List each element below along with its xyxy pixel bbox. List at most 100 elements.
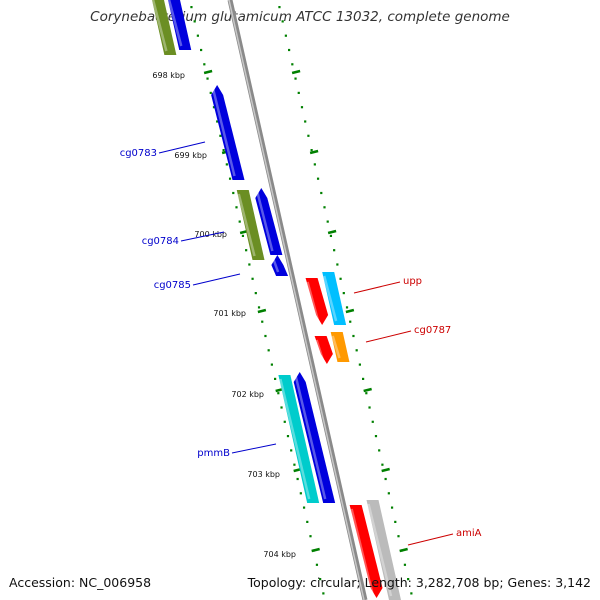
gene-label-upp: upp — [403, 276, 422, 287]
tick-dot — [228, 177, 232, 180]
gene-feature — [211, 85, 245, 180]
tick-dot — [394, 520, 397, 523]
feature-highlight — [306, 281, 320, 322]
tick-dot — [274, 377, 277, 380]
tick-dot — [410, 592, 413, 595]
tick-dot — [329, 234, 333, 237]
gene-feature — [305, 278, 329, 325]
gene-feature — [152, 0, 177, 55]
tick-dot — [212, 106, 216, 109]
kbp-label: 699 kbp — [174, 151, 207, 160]
gene-label-leader — [192, 273, 241, 286]
kbp-label: 704 kbp — [263, 550, 296, 559]
kbp-label: 703 kbp — [247, 470, 280, 479]
tick-dot — [362, 377, 365, 380]
tick-dot — [267, 349, 270, 352]
tick-dot — [209, 91, 212, 94]
tick-dot — [222, 149, 225, 152]
tick-dot — [294, 77, 297, 80]
major-tick — [327, 229, 337, 235]
feature-highlight — [331, 335, 341, 359]
tick-dot — [286, 435, 290, 438]
tick-dot — [302, 506, 306, 509]
gene-label-amia: amiA — [456, 528, 482, 539]
feature-highlight — [322, 275, 338, 322]
left-tick-track — [190, 6, 325, 595]
gene-label-cg0784: cg0784 — [142, 236, 179, 247]
tick-dot — [297, 91, 300, 94]
tick-dot — [278, 6, 281, 9]
gene-feature — [293, 372, 336, 503]
tick-dot — [257, 306, 261, 309]
major-tick — [363, 387, 372, 393]
gene-features — [151, 0, 401, 600]
tick-dot — [336, 263, 339, 266]
tick-dot — [270, 363, 273, 366]
gene-label-cg0785: cg0785 — [154, 280, 191, 291]
gene-feature — [366, 500, 401, 600]
tick-dot — [304, 120, 307, 123]
genome-summary: Topology: circular; Length: 3,282,708 bp… — [247, 575, 591, 590]
tick-dot — [225, 163, 228, 166]
tick-dot — [299, 492, 302, 495]
kbp-label: 702 kbp — [231, 390, 264, 399]
tick-dot — [397, 535, 400, 538]
tick-dot — [193, 20, 196, 23]
genome-backbone-highlight — [228, 0, 365, 600]
gene-label-leader — [353, 281, 401, 294]
tick-dot — [288, 48, 291, 52]
major-tick — [203, 69, 213, 75]
gene-label-leader — [365, 330, 412, 343]
feature-highlight — [315, 339, 325, 361]
tick-dot — [200, 48, 203, 52]
tick-dot — [322, 592, 325, 595]
tick-dot — [283, 420, 286, 423]
feature-highlight — [294, 375, 327, 500]
tick-dot — [241, 234, 245, 237]
tick-dot — [310, 149, 313, 152]
major-tick — [291, 69, 301, 75]
feature-highlight — [256, 191, 274, 252]
tick-dot — [216, 120, 219, 123]
tick-dot — [291, 63, 294, 66]
tick-dot — [206, 77, 209, 80]
label-leaders — [158, 141, 454, 546]
gene-label-leader — [231, 443, 277, 454]
gene-feature — [349, 505, 383, 598]
tick-dot — [352, 334, 355, 338]
tick-dot — [403, 563, 407, 566]
major-tick — [309, 149, 319, 155]
feature-highlight — [367, 503, 393, 597]
feature-highlight — [279, 378, 311, 500]
tick-dot — [293, 463, 296, 466]
feature-highlight — [211, 88, 236, 177]
gene-feature — [278, 375, 320, 503]
major-tick — [381, 467, 390, 473]
tick-dot — [316, 177, 320, 180]
tick-dot — [378, 449, 381, 452]
tick-dot — [365, 392, 368, 395]
tick-dot — [245, 249, 248, 252]
tick-dot — [333, 249, 336, 252]
tick-dot — [323, 206, 326, 209]
tick-dot — [374, 435, 378, 438]
kbp-label: 701 kbp — [213, 309, 246, 318]
tick-dot — [384, 477, 387, 481]
tick-dot — [319, 578, 322, 581]
major-tick — [257, 308, 267, 314]
tick-dot — [235, 206, 238, 209]
tick-dot — [306, 520, 309, 523]
tick-dot — [290, 449, 293, 452]
tick-dot — [307, 134, 310, 137]
gene-labels: cg0783 cg0784 cg0785 pmmB upp cg0787 amiA — [120, 148, 482, 539]
gene-feature — [322, 272, 347, 325]
tick-dot — [342, 292, 345, 295]
gene-label-cg0787: cg0787 — [414, 325, 451, 336]
tick-dot — [300, 106, 304, 109]
gene-feature — [330, 332, 350, 362]
gene-feature — [255, 188, 283, 255]
tick-dot — [313, 163, 316, 166]
tick-dot — [345, 306, 349, 309]
tick-dot — [280, 406, 283, 409]
